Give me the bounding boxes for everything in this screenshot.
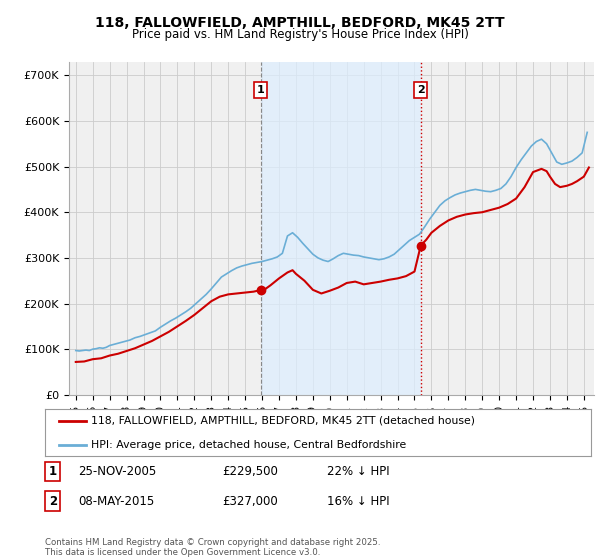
- Text: Price paid vs. HM Land Registry's House Price Index (HPI): Price paid vs. HM Land Registry's House …: [131, 28, 469, 41]
- Text: 08-MAY-2015: 08-MAY-2015: [78, 494, 154, 508]
- Text: 16% ↓ HPI: 16% ↓ HPI: [327, 494, 389, 508]
- Text: 25-NOV-2005: 25-NOV-2005: [78, 465, 156, 478]
- Text: 1: 1: [49, 465, 57, 478]
- Text: Contains HM Land Registry data © Crown copyright and database right 2025.
This d: Contains HM Land Registry data © Crown c…: [45, 538, 380, 557]
- Text: 2: 2: [49, 494, 57, 508]
- Text: 22% ↓ HPI: 22% ↓ HPI: [327, 465, 389, 478]
- Text: £229,500: £229,500: [222, 465, 278, 478]
- Bar: [261, 62, 421, 395]
- Text: 1: 1: [257, 85, 265, 95]
- Text: 2: 2: [417, 85, 425, 95]
- Text: £327,000: £327,000: [222, 494, 278, 508]
- Text: 118, FALLOWFIELD, AMPTHILL, BEDFORD, MK45 2TT: 118, FALLOWFIELD, AMPTHILL, BEDFORD, MK4…: [95, 16, 505, 30]
- Text: 118, FALLOWFIELD, AMPTHILL, BEDFORD, MK45 2TT (detached house): 118, FALLOWFIELD, AMPTHILL, BEDFORD, MK4…: [91, 416, 475, 426]
- Text: HPI: Average price, detached house, Central Bedfordshire: HPI: Average price, detached house, Cent…: [91, 440, 407, 450]
